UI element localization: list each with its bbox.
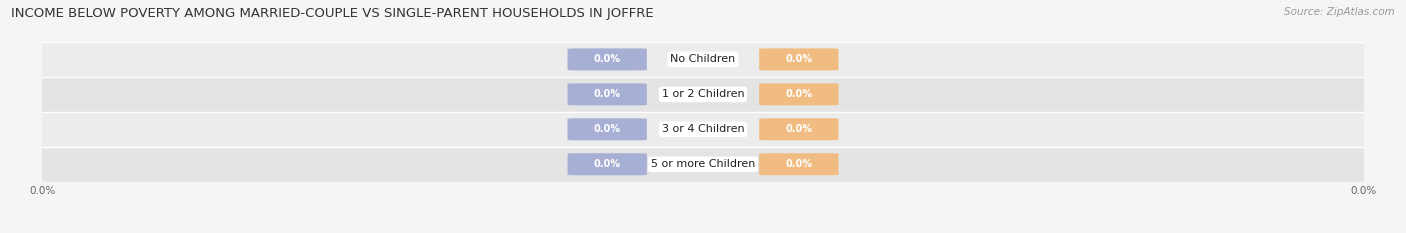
Text: 1 or 2 Children: 1 or 2 Children <box>662 89 744 99</box>
FancyBboxPatch shape <box>568 118 647 140</box>
Text: 0.0%: 0.0% <box>593 89 620 99</box>
FancyBboxPatch shape <box>568 83 647 105</box>
Text: 3 or 4 Children: 3 or 4 Children <box>662 124 744 134</box>
Text: INCOME BELOW POVERTY AMONG MARRIED-COUPLE VS SINGLE-PARENT HOUSEHOLDS IN JOFFRE: INCOME BELOW POVERTY AMONG MARRIED-COUPL… <box>11 7 654 20</box>
FancyBboxPatch shape <box>568 153 647 175</box>
Text: Source: ZipAtlas.com: Source: ZipAtlas.com <box>1284 7 1395 17</box>
Bar <box>42 147 1364 182</box>
Text: 0.0%: 0.0% <box>786 89 813 99</box>
Bar <box>42 112 1364 147</box>
Bar <box>42 77 1364 112</box>
FancyBboxPatch shape <box>759 83 838 105</box>
Text: No Children: No Children <box>671 55 735 64</box>
Text: 5 or more Children: 5 or more Children <box>651 159 755 169</box>
Text: 0.0%: 0.0% <box>593 159 620 169</box>
FancyBboxPatch shape <box>568 48 647 70</box>
Text: 0.0%: 0.0% <box>593 55 620 64</box>
FancyBboxPatch shape <box>759 153 838 175</box>
Text: 0.0%: 0.0% <box>786 159 813 169</box>
Text: 0.0%: 0.0% <box>593 124 620 134</box>
Text: 0.0%: 0.0% <box>786 124 813 134</box>
FancyBboxPatch shape <box>759 48 838 70</box>
FancyBboxPatch shape <box>759 118 838 140</box>
Text: 0.0%: 0.0% <box>786 55 813 64</box>
Bar <box>42 42 1364 77</box>
